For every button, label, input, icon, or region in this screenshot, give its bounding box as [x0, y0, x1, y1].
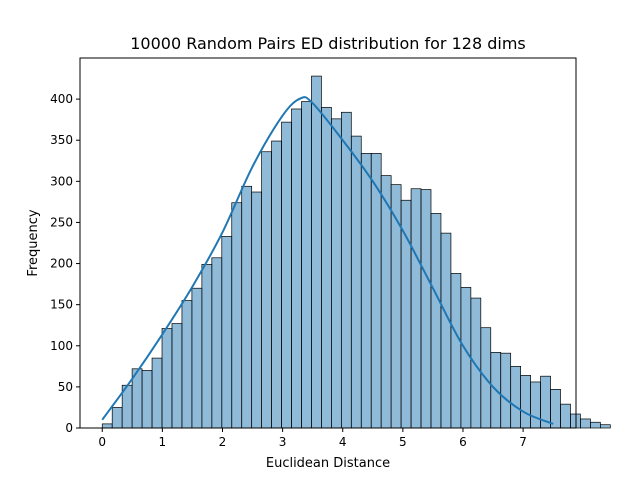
histogram-bar	[161, 328, 173, 429]
histogram-bar	[350, 135, 362, 429]
histogram-bar	[111, 407, 123, 429]
histogram-bar	[201, 264, 213, 429]
y-tick-label: 300	[50, 174, 73, 188]
x-axis-ticks: 0 1 2 3 4 5 6 7	[98, 428, 527, 449]
x-tick-label: 7	[519, 435, 527, 449]
x-tick-label: 4	[339, 435, 347, 449]
histogram-bar	[291, 108, 302, 429]
histogram-bar	[410, 188, 422, 429]
y-axis-label: Frequency	[26, 209, 41, 276]
histogram-bar	[340, 111, 352, 429]
histogram-bar	[271, 140, 282, 429]
histogram-bar	[560, 403, 571, 429]
chart-title: 10000 Random Pairs ED distribution for 1…	[130, 34, 526, 53]
y-tick-label: 350	[50, 133, 73, 147]
histogram-bar	[510, 365, 522, 429]
histogram-bar	[241, 185, 253, 429]
histogram-bar	[211, 257, 223, 429]
x-tick-label: 3	[279, 435, 287, 449]
histogram-bar	[500, 352, 512, 429]
x-axis-label: Euclidean Distance	[266, 456, 390, 471]
x-tick-label: 6	[459, 435, 467, 449]
histogram-bar	[550, 389, 561, 429]
x-tick-label: 5	[399, 435, 407, 449]
histogram-bar	[101, 423, 113, 429]
histogram-bar	[151, 357, 163, 429]
histogram-bar	[221, 236, 233, 429]
y-tick-label: 50	[58, 380, 73, 394]
histogram-bar	[171, 323, 183, 429]
histogram-bar	[599, 424, 611, 429]
histogram-bar	[321, 106, 332, 429]
histogram-bar	[301, 101, 312, 429]
histogram-bar	[181, 300, 193, 429]
plot-frame	[79, 57, 577, 429]
histogram-bar	[141, 370, 153, 429]
histogram-bar	[460, 287, 472, 429]
histogram-bar	[281, 121, 292, 429]
y-tick-label: 250	[50, 215, 73, 229]
histogram-bar	[311, 75, 322, 429]
y-tick-label: 0	[65, 421, 73, 435]
histogram-bar	[380, 175, 392, 429]
histogram-bar	[420, 189, 432, 429]
histogram-bar	[400, 199, 412, 429]
histogram-bar	[570, 413, 581, 429]
y-axis-ticks: 0 50 100 150 200 250 300 350 400	[50, 92, 80, 435]
histogram-bar	[331, 118, 342, 429]
histogram-bar	[231, 202, 243, 429]
histogram-bars	[101, 75, 611, 429]
histogram-bar	[520, 375, 531, 429]
histogram-bar	[430, 213, 442, 429]
histogram-bar	[251, 191, 262, 429]
x-tick-label: 2	[219, 435, 227, 449]
histogram-bar	[390, 184, 402, 429]
histogram-bar	[370, 153, 382, 429]
x-tick-label: 0	[98, 435, 106, 449]
x-tick-label: 1	[159, 435, 167, 449]
y-tick-label: 100	[50, 339, 73, 353]
histogram-bar	[580, 418, 591, 429]
y-tick-label: 150	[50, 298, 73, 312]
histogram-bar	[450, 273, 462, 429]
histogram-bar	[360, 153, 372, 429]
histogram-bar	[590, 421, 601, 429]
histogram-bar	[470, 297, 482, 429]
kde-curve	[101, 96, 554, 425]
histogram-bar	[440, 232, 452, 429]
y-tick-label: 400	[50, 92, 73, 106]
histogram-bar	[530, 381, 541, 429]
y-tick-label: 200	[50, 257, 73, 271]
histogram-bar	[191, 287, 203, 429]
histogram-bar	[261, 151, 272, 429]
